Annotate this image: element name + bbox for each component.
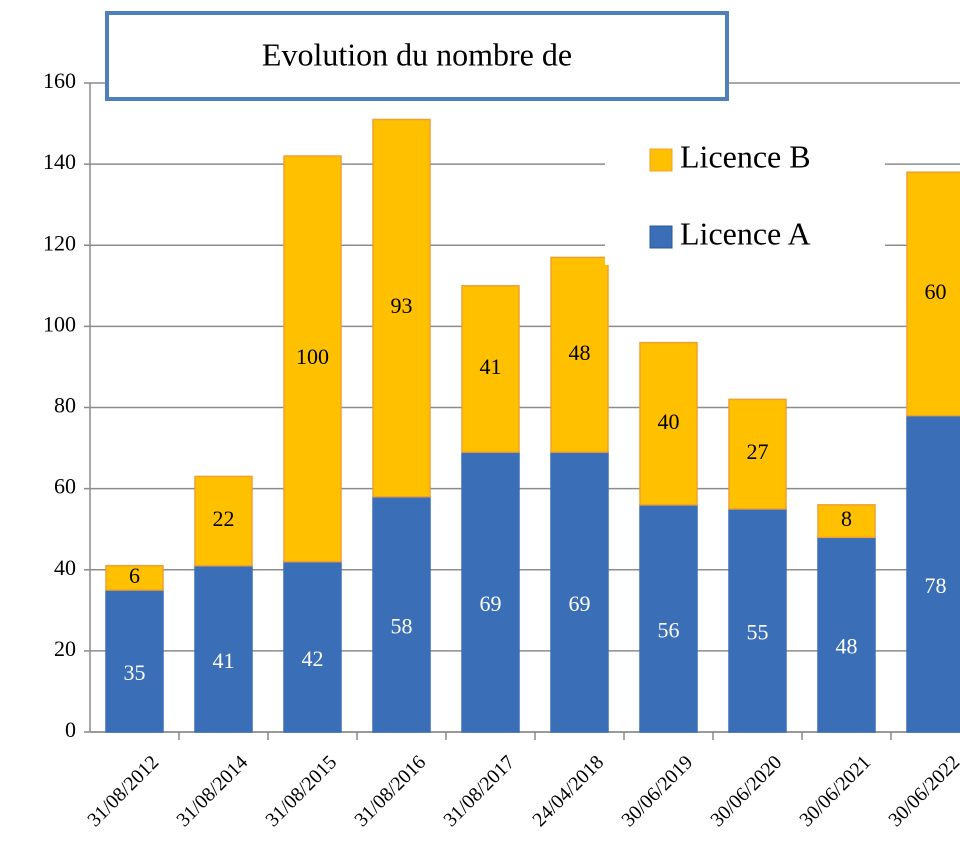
bar-segment bbox=[639, 504, 698, 733]
bar-segment bbox=[639, 341, 698, 506]
legend: Licence B Licence A bbox=[649, 138, 811, 251]
value-label: 41 bbox=[213, 648, 235, 673]
bar-segment bbox=[461, 285, 520, 453]
y-tick-label: 40 bbox=[54, 555, 76, 580]
legend-swatch bbox=[649, 148, 673, 172]
value-label: 42 bbox=[302, 646, 324, 671]
bars: 35 6 41 22 42 100 58 93 69 41 69 48 56 40 55 27 48 8 78 60 bbox=[105, 118, 960, 733]
chart-title: Evolution du nombre de bbox=[262, 36, 572, 72]
bar-segment bbox=[461, 451, 520, 733]
legend-label: Licence B bbox=[680, 138, 811, 174]
bar-segment bbox=[372, 118, 431, 498]
bar-segment bbox=[283, 560, 342, 733]
value-label: 69 bbox=[480, 591, 502, 616]
value-label: 78 bbox=[925, 573, 947, 598]
y-tick-label: 60 bbox=[54, 474, 76, 499]
value-label: 60 bbox=[925, 279, 947, 304]
value-label: 6 bbox=[129, 563, 140, 588]
bar-segment bbox=[105, 564, 164, 591]
bar-segment bbox=[906, 414, 960, 733]
value-label: 8 bbox=[841, 506, 852, 531]
bar-segment bbox=[817, 504, 876, 539]
bar-segment bbox=[550, 451, 609, 733]
value-label: 58 bbox=[391, 613, 413, 638]
bar-segment bbox=[550, 256, 609, 453]
value-label: 48 bbox=[569, 340, 591, 365]
y-tick-label: 80 bbox=[54, 393, 76, 418]
value-label: 41 bbox=[480, 354, 502, 379]
value-label: 55 bbox=[747, 620, 769, 645]
y-tick-label: 140 bbox=[43, 149, 76, 174]
y-tick-label: 120 bbox=[43, 230, 76, 255]
value-label: 69 bbox=[569, 591, 591, 616]
value-label: 35 bbox=[124, 660, 146, 685]
bar-segment bbox=[728, 398, 787, 510]
value-label: 27 bbox=[747, 439, 769, 464]
value-label: 93 bbox=[391, 293, 413, 318]
bar-segment bbox=[194, 475, 253, 567]
value-label: 22 bbox=[213, 506, 235, 531]
bar-segment bbox=[906, 171, 960, 417]
bar-segment bbox=[194, 564, 253, 733]
value-label: 48 bbox=[836, 634, 858, 659]
legend-label: Licence A bbox=[680, 215, 811, 251]
y-tick-label: 160 bbox=[43, 68, 76, 93]
bar-segment bbox=[372, 495, 431, 733]
value-label: 40 bbox=[658, 409, 680, 434]
y-tick-label: 0 bbox=[65, 717, 76, 742]
legend-swatch bbox=[649, 225, 673, 249]
bar-segment bbox=[283, 155, 342, 563]
bar-segment bbox=[817, 536, 876, 733]
bar-segment bbox=[728, 508, 787, 733]
value-label: 100 bbox=[296, 344, 329, 369]
y-tick-label: 100 bbox=[43, 311, 76, 336]
value-label: 56 bbox=[658, 617, 680, 642]
title-box bbox=[105, 11, 729, 101]
bar-segment bbox=[105, 589, 164, 733]
y-tick-label: 20 bbox=[54, 636, 76, 661]
